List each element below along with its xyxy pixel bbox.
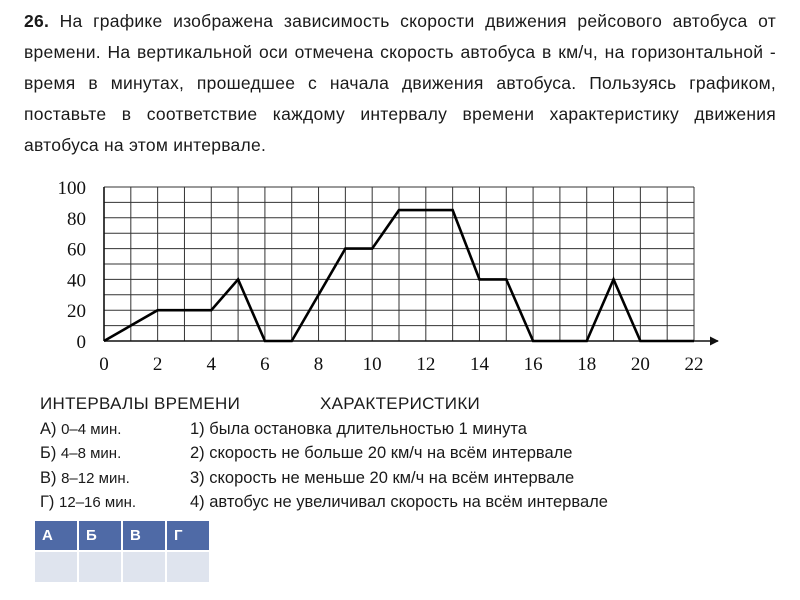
interval-letter: А) — [40, 419, 57, 438]
x-tick-label: 2 — [153, 354, 163, 375]
x-tick-label: 20 — [631, 354, 650, 375]
interval-letter: В) — [40, 468, 57, 487]
problem-number: 26. — [24, 11, 50, 31]
answer-table-header: А Б В Г — [33, 519, 211, 552]
answer-header-b: Б — [77, 519, 123, 552]
answer-cell-g[interactable] — [165, 550, 211, 584]
y-tick-label: 20 — [67, 301, 86, 322]
speed-line — [103, 208, 694, 343]
x-tick-labels: 0 2 4 6 8 10 12 14 16 18 20 22 — [99, 354, 703, 375]
characteristic-2: 2) скорость не больше 20 км/ч на всём ин… — [190, 444, 573, 462]
interval-range: 4–8 мин. — [60, 445, 122, 462]
answer-table-input-row — [33, 550, 211, 584]
answer-header-v: В — [121, 519, 167, 552]
y-tick-label: 40 — [67, 270, 86, 291]
y-tick-label: 80 — [67, 209, 86, 230]
characteristic-1: 1) была остановка длительностью 1 минута — [190, 419, 527, 438]
answer-cell-a[interactable] — [33, 550, 79, 584]
x-tick-label: 22 — [685, 354, 704, 375]
x-tick-label: 0 — [99, 354, 109, 375]
answer-header-g: Г — [165, 519, 211, 552]
characteristics-heading: ХАРАКТЕРИСТИКИ — [320, 394, 481, 413]
y-tick-label: 60 — [67, 240, 86, 261]
answer-cell-b[interactable] — [77, 550, 123, 584]
x-tick-label: 16 — [524, 354, 543, 375]
x-tick-label: 10 — [363, 354, 382, 375]
x-tick-label: 6 — [260, 354, 270, 375]
x-tick-label: 12 — [416, 354, 435, 375]
x-tick-label: 14 — [470, 354, 490, 375]
y-tick-label: 100 — [58, 178, 87, 199]
interval-range: 0–4 мин. — [61, 420, 122, 438]
problem-text: На графике изображена зависимость скорос… — [24, 11, 776, 155]
chart-grid — [103, 186, 695, 342]
chart-axes — [103, 187, 719, 346]
characteristic-4: 4) автобус не увеличивал скорость на всё… — [190, 493, 608, 511]
y-tick-labels: 0 20 40 60 80 100 — [58, 178, 87, 353]
speed-series — [103, 208, 694, 343]
interval-range: 8–12 мин. — [61, 469, 130, 487]
answer-table: А Б В Г — [33, 519, 211, 584]
x-tick-label: 4 — [207, 354, 217, 375]
interval-letter: Г) — [40, 493, 55, 511]
interval-letter: Б) — [40, 444, 57, 462]
answer-header-a: А — [33, 519, 79, 552]
y-tick-label: 0 — [77, 332, 87, 353]
problem-statement: 26. На графике изображена зависимость ск… — [24, 6, 776, 161]
intervals-heading: ИНТЕРВАЛЫ ВРЕМЕНИ — [40, 394, 241, 413]
answer-cell-v[interactable] — [121, 550, 167, 584]
x-tick-label: 18 — [577, 354, 596, 375]
interval-range: 12–16 мин. — [59, 494, 137, 511]
speed-time-chart: 0 20 40 60 80 100 0 2 4 6 8 10 12 14 16 18 20 22 — [58, 178, 719, 375]
characteristic-3: 3) скорость не меньше 20 км/ч на всём ин… — [190, 468, 575, 487]
x-tick-label: 8 — [314, 354, 324, 375]
